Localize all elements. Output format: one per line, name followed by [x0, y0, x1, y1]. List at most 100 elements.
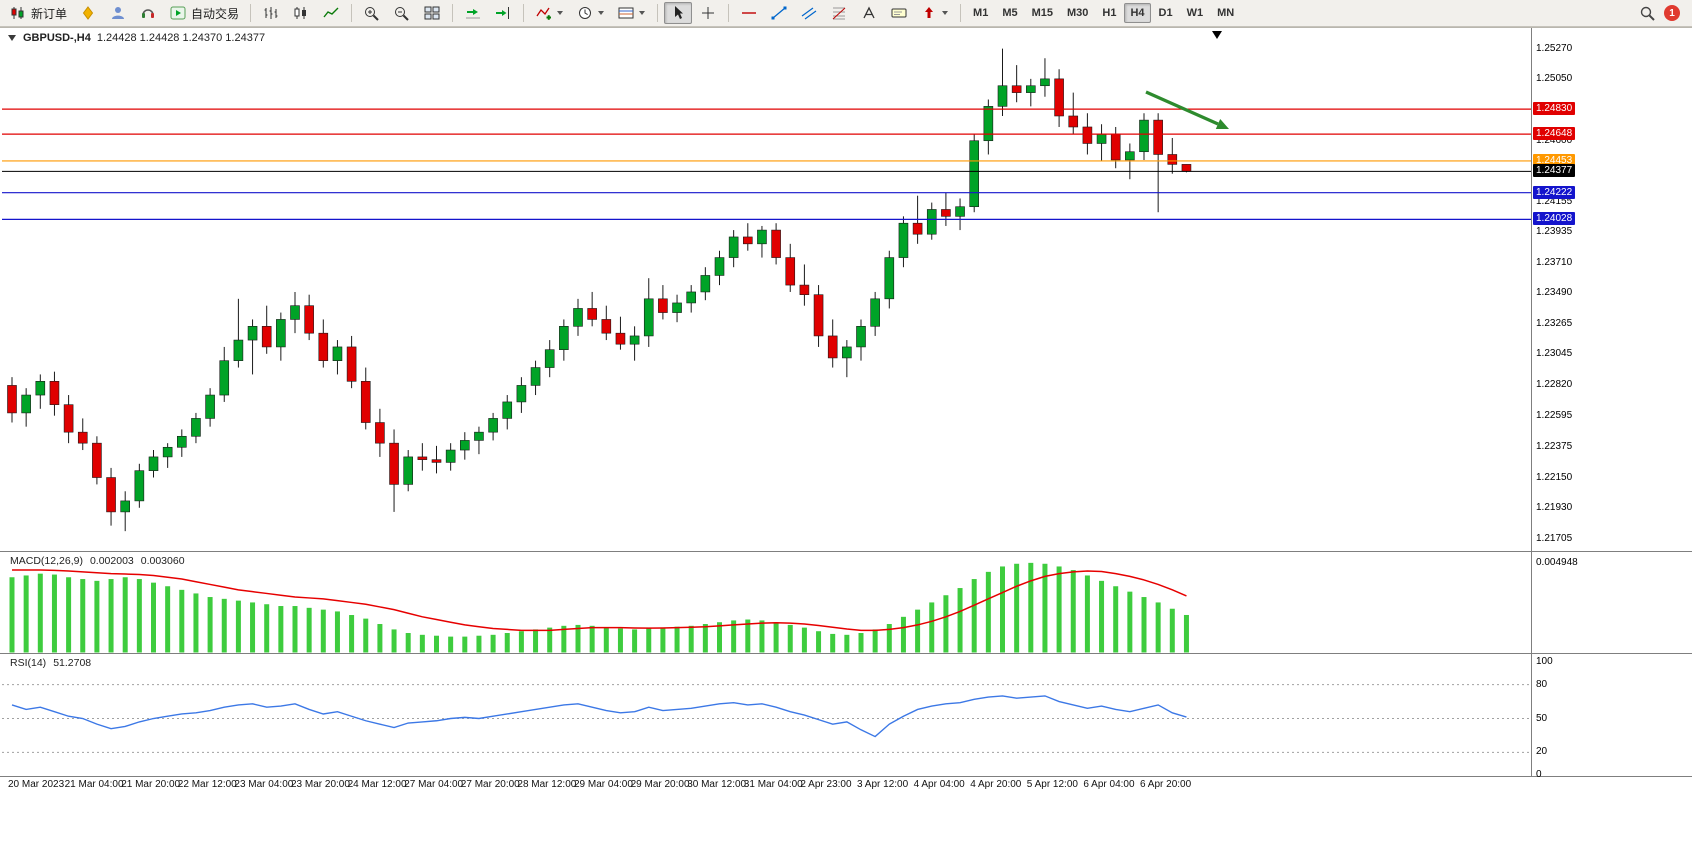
time-axis-label[interactable]: 23 Mar 04:00	[234, 779, 294, 790]
time-axis-label[interactable]: 24 Mar 12:00	[347, 779, 407, 790]
timeframe-mn-button[interactable]: MN	[1211, 3, 1240, 23]
toolbar: 新订单 自动交易	[0, 0, 1692, 27]
time-axis-label[interactable]: 4 Apr 04:00	[913, 779, 965, 790]
level-price-label[interactable]: 1.24648	[1533, 127, 1576, 141]
crosshair-tool-button[interactable]	[694, 2, 722, 24]
auto-trading-button[interactable]: 自动交易	[164, 2, 244, 24]
zoom-in-icon	[365, 7, 379, 21]
price-tick-label: 1.25050	[1536, 72, 1573, 84]
rsi-axis-label: 100	[1536, 656, 1553, 667]
timeframe-m15-button[interactable]: M15	[1026, 3, 1059, 23]
chart-window[interactable]: GBPUSD-,H4 1.24428 1.24428 1.24370 1.243…	[0, 27, 1692, 851]
one-click-trading-toggle[interactable]	[8, 34, 17, 42]
time-axis-label[interactable]: 6 Apr 04:00	[1083, 779, 1135, 790]
text-icon	[863, 6, 875, 19]
chart-shift-button[interactable]	[489, 2, 517, 24]
level-price-label[interactable]: 1.24830	[1533, 102, 1576, 116]
rsi-panel-label: RSI(14) 51.2708	[10, 657, 91, 669]
periods-dropdown-button[interactable]	[571, 2, 610, 24]
time-axis-label[interactable]: 2 Apr 23:00	[800, 779, 852, 790]
tile-windows-button[interactable]	[418, 2, 446, 24]
strategy-tester-button[interactable]	[134, 2, 162, 24]
timeframe-d1-button[interactable]: D1	[1153, 3, 1179, 23]
toolbar-separator	[728, 4, 730, 22]
bar-chart-button[interactable]	[257, 2, 285, 24]
horizontal-line-tool-button[interactable]	[735, 2, 763, 24]
level-lines[interactable]	[2, 108, 1531, 220]
time-axis-label[interactable]: 31 Mar 04:00	[743, 779, 803, 790]
price-tick-label: 1.22595	[1536, 410, 1573, 422]
time-axis-label[interactable]: 4 Apr 20:00	[970, 779, 1022, 790]
equidistant-channel-icon	[801, 7, 817, 20]
chart-shift-icon	[496, 7, 510, 19]
line-chart-button[interactable]	[317, 2, 345, 24]
periods-clock-icon	[579, 7, 592, 19]
time-axis-label[interactable]: 23 Mar 20:00	[291, 779, 350, 790]
toolbar-separator	[351, 4, 353, 22]
time-axis-label[interactable]: 30 Mar 12:00	[687, 779, 747, 790]
notifications-badge[interactable]: 1	[1664, 5, 1680, 21]
current-price-label[interactable]: 1.24377	[1533, 164, 1576, 178]
level-price-label[interactable]: 1.24222	[1533, 185, 1576, 199]
time-axis-label[interactable]: 6 Apr 20:00	[1140, 779, 1192, 790]
chevron-down-icon	[598, 10, 605, 15]
time-axis-label[interactable]: 22 Mar 12:00	[177, 779, 237, 790]
rsi-value: 51.2708	[53, 657, 92, 669]
timeframe-w1-button[interactable]: W1	[1181, 3, 1210, 23]
ohlc-quote-label: 1.24428 1.24428 1.24370 1.24377	[96, 32, 266, 44]
templates-dropdown-button[interactable]	[612, 2, 651, 24]
zoom-in-button[interactable]	[358, 2, 386, 24]
timeframe-m30-button[interactable]: M30	[1061, 3, 1094, 23]
new-order-button[interactable]: 新订单	[4, 2, 72, 24]
rsi-line	[11, 695, 1187, 738]
macd-signal-line	[12, 569, 1187, 632]
candlestick-chart-button[interactable]	[287, 2, 315, 24]
macd-signal-value: 0.003060	[140, 555, 185, 567]
text-label-tool-button[interactable]	[885, 2, 913, 24]
timeframe-m5-button[interactable]: M5	[996, 3, 1023, 23]
equidistant-channel-tool-button[interactable]	[795, 2, 823, 24]
price-tick-label: 1.21705	[1536, 532, 1573, 544]
chart-canvas[interactable]	[0, 28, 1692, 852]
trendline-tool-button[interactable]	[765, 2, 793, 24]
price-tick-label: 1.22375	[1536, 440, 1573, 452]
arrows-dropdown-button[interactable]	[915, 2, 954, 24]
time-axis-label[interactable]: 27 Mar 20:00	[460, 779, 520, 790]
rsi-level-lines	[2, 684, 1531, 753]
timeframe-m1-button[interactable]: M1	[967, 3, 994, 23]
search-button[interactable]	[1634, 2, 1662, 24]
new-order-icon	[11, 7, 24, 19]
trend-arrow-annotation[interactable]	[1145, 90, 1229, 129]
time-axis-label[interactable]: 5 Apr 12:00	[1026, 779, 1078, 790]
rsi-name: RSI(14)	[10, 657, 47, 669]
macd-main-value: 0.002003	[89, 555, 134, 567]
indicators-dropdown-button[interactable]	[530, 2, 569, 24]
level-price-label[interactable]: 1.24028	[1533, 212, 1576, 226]
timeframe-h4-button[interactable]: H4	[1124, 3, 1151, 23]
time-axis-label[interactable]: 29 Mar 20:00	[630, 779, 690, 790]
time-axis-label[interactable]: 20 Mar 2023	[8, 779, 65, 790]
zoom-out-icon	[395, 7, 409, 21]
time-axis-label[interactable]: 27 Mar 04:00	[404, 779, 464, 790]
auto-scroll-button[interactable]	[459, 2, 487, 24]
price-tick-label: 1.25270	[1536, 42, 1573, 54]
top-marker-icon	[1212, 31, 1222, 39]
cursor-tool-button[interactable]	[664, 2, 693, 24]
macd-axis-max-label: 0.004948	[1536, 557, 1578, 568]
metaeditor-button[interactable]	[74, 2, 102, 24]
fibonacci-tool-button[interactable]	[825, 2, 853, 24]
level-price-label[interactable]: 1.24453	[1533, 153, 1576, 167]
toolbar-separator	[657, 4, 659, 22]
time-axis-label[interactable]: 29 Mar 04:00	[574, 779, 633, 790]
price-tick-label: 1.22820	[1536, 379, 1573, 391]
bar-chart-icon	[264, 7, 278, 19]
text-tool-button[interactable]	[855, 2, 883, 24]
time-axis-label[interactable]: 21 Mar 04:00	[64, 779, 124, 790]
zoom-out-button[interactable]	[388, 2, 416, 24]
time-axis-label[interactable]: 28 Mar 12:00	[517, 779, 577, 790]
market-watch-button[interactable]	[104, 2, 132, 24]
indicators-icon	[536, 7, 552, 20]
time-axis-label[interactable]: 21 Mar 20:00	[121, 779, 181, 790]
timeframe-h1-button[interactable]: H1	[1096, 3, 1122, 23]
time-axis-label[interactable]: 3 Apr 12:00	[857, 779, 909, 790]
